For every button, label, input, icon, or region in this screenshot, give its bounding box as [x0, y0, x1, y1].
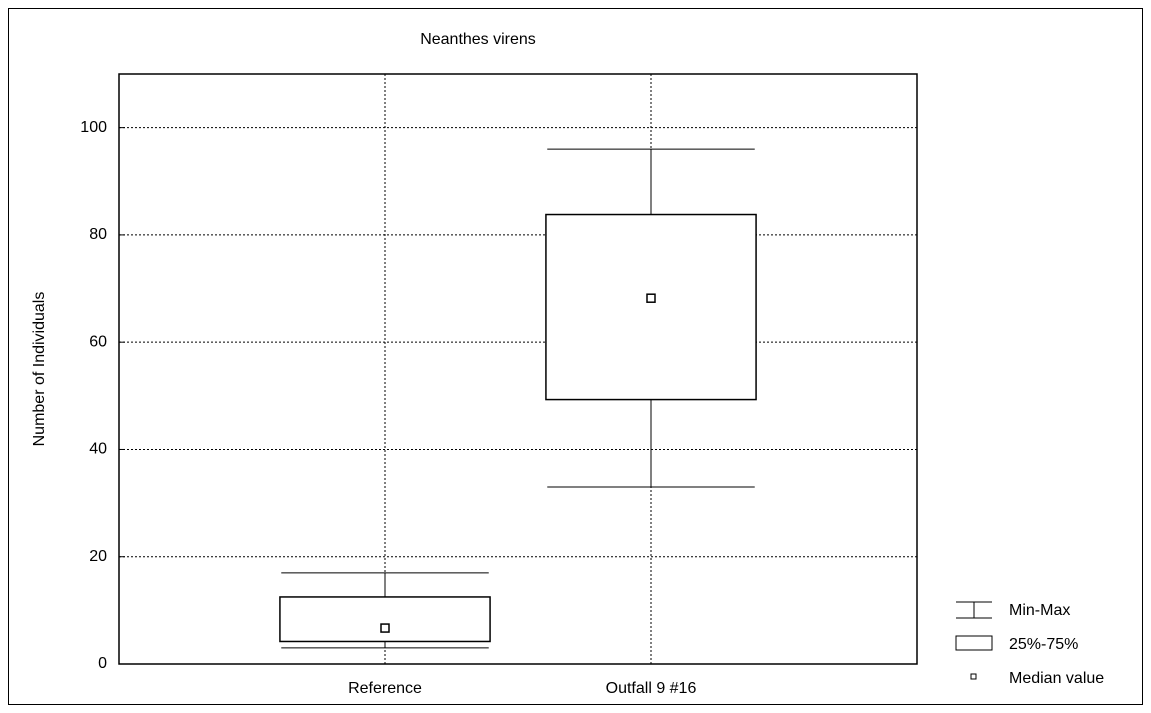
y-tick-label: 100	[80, 119, 107, 136]
box	[279, 596, 491, 643]
y-tick-label: 0	[98, 655, 107, 672]
frame	[8, 8, 1143, 705]
legend-label: 25%-75%	[1009, 636, 1078, 653]
box	[545, 213, 757, 401]
chart-title: Neanthes virens	[420, 31, 536, 48]
x-tick-label: Reference	[348, 680, 422, 697]
y-tick-label: 80	[89, 226, 107, 243]
median	[646, 293, 656, 303]
legend-symbol	[955, 635, 993, 651]
plot-border	[118, 73, 918, 665]
y-axis-label: Number of Individuals	[31, 292, 48, 447]
legend-label: Min-Max	[1009, 602, 1070, 619]
y-tick-label: 40	[89, 441, 107, 458]
x-tick-label: Outfall 9 #16	[606, 680, 697, 697]
legend-label: Median value	[1009, 670, 1104, 687]
median	[380, 623, 390, 633]
y-tick-label: 20	[89, 548, 107, 565]
legend-symbol	[970, 673, 977, 680]
y-tick-label: 60	[89, 333, 107, 350]
